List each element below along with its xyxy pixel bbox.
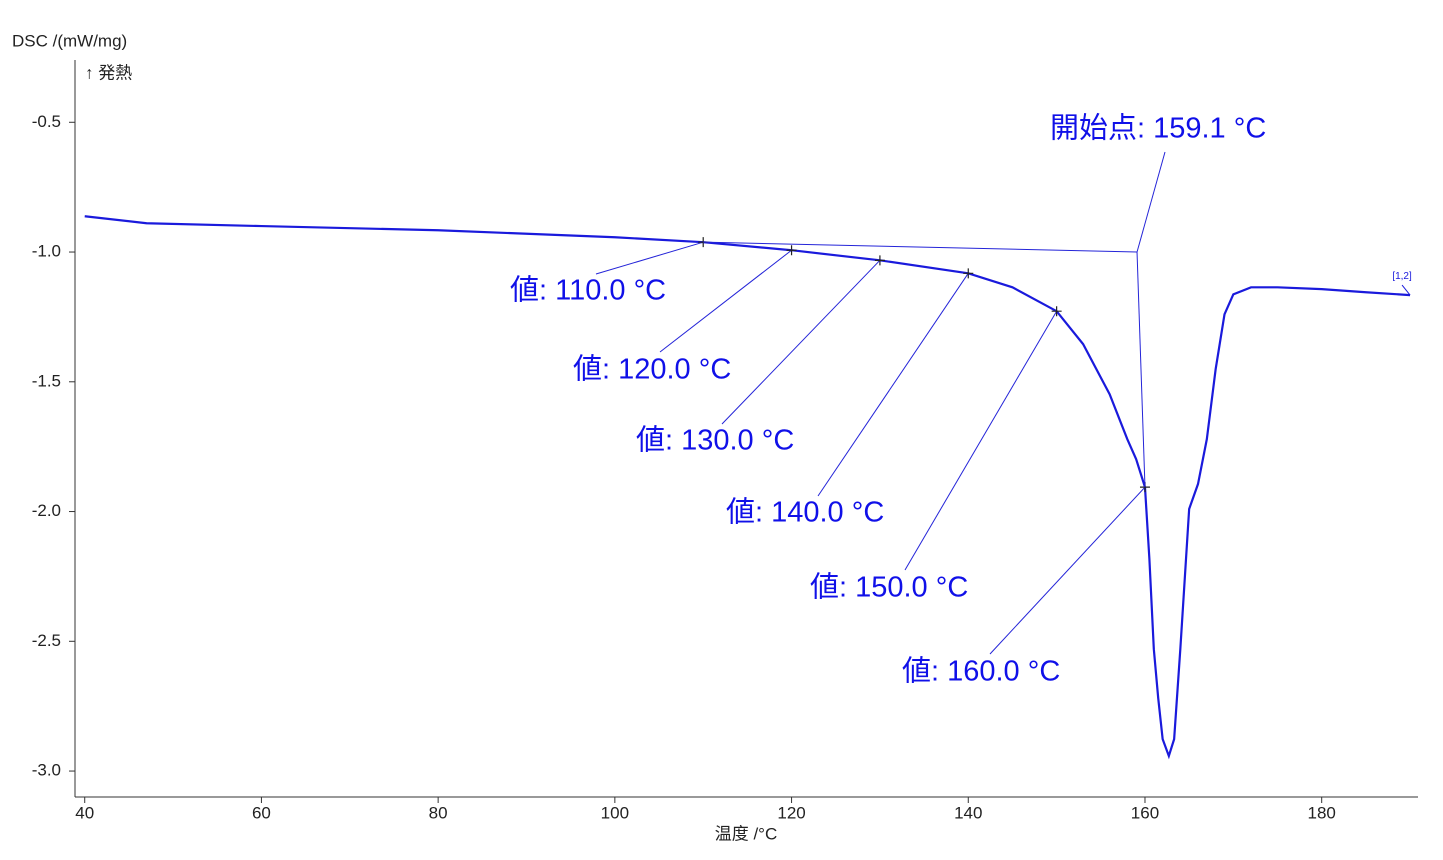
- tangent: [1136, 252, 1146, 488]
- y-tick-label: -3.0: [32, 761, 61, 780]
- dsc-curve: [84, 215, 1411, 760]
- x-tick-label: 180: [1308, 803, 1336, 822]
- onset-leader: [1136, 151, 1166, 253]
- marker: [786, 245, 797, 256]
- y-axis-label: DSC /(mW/mg): [12, 31, 127, 50]
- x-tick-label: 60: [252, 803, 271, 822]
- legend-leader: [1401, 284, 1411, 296]
- x-tick-label: 160: [1131, 803, 1159, 822]
- legend-label: [1,2]: [1392, 271, 1412, 282]
- leader-line: [904, 310, 1058, 571]
- leader-line: [595, 241, 704, 275]
- value-annotation: 値: 140.0 °C: [726, 496, 884, 529]
- y-tick-label: -2.5: [32, 631, 61, 650]
- value-annotation: 値: 120.0 °C: [573, 353, 731, 386]
- value-annotation: 値: 160.0 °C: [902, 655, 1060, 688]
- x-tick-label: 40: [75, 803, 94, 822]
- baseline: [703, 241, 1138, 253]
- value-annotation: 値: 110.0 °C: [510, 274, 666, 307]
- exo-label: ↑ 発熱: [85, 63, 132, 82]
- marker: [874, 255, 885, 266]
- x-axis-label: 温度 /°C: [715, 824, 778, 843]
- leader-line: [659, 249, 792, 353]
- x-tick-label: 120: [777, 803, 805, 822]
- marker: [963, 268, 974, 279]
- value-annotation: 値: 130.0 °C: [636, 424, 794, 457]
- leader-line: [989, 486, 1146, 655]
- y-tick-label: -1.0: [32, 242, 61, 261]
- x-tick-label: 80: [429, 803, 448, 822]
- y-tick-label: -2.0: [32, 501, 61, 520]
- onset-annotation: 開始点: 159.1 °C: [1050, 112, 1266, 145]
- y-tick-label: -0.5: [32, 112, 61, 131]
- value-annotation: 値: 150.0 °C: [810, 571, 968, 604]
- x-tick-label: 100: [601, 803, 629, 822]
- leader-line: [817, 273, 969, 497]
- x-tick-label: 140: [954, 803, 982, 822]
- marker: [1051, 306, 1062, 317]
- leader-line: [721, 259, 881, 425]
- y-tick-label: -1.5: [32, 371, 61, 390]
